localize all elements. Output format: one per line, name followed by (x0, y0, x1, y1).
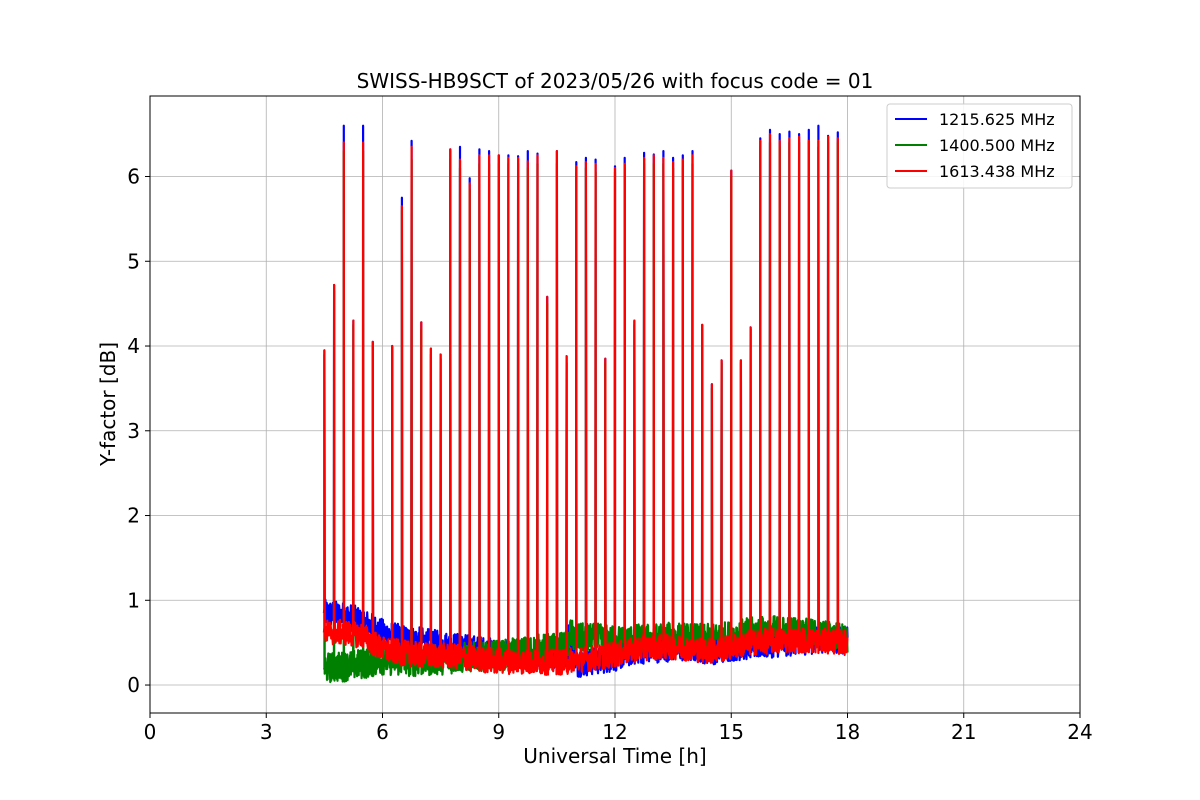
x-tick-label: 12 (602, 720, 627, 744)
legend-entry: 1400.500 MHz (939, 136, 1055, 155)
y-tick-label: 0 (127, 673, 140, 697)
y-tick-label: 1 (127, 588, 140, 612)
y-tick-label: 2 (127, 504, 140, 528)
x-tick-label: 24 (1067, 720, 1092, 744)
x-tick-label: 9 (492, 720, 505, 744)
y-tick-label: 6 (127, 165, 140, 189)
plot-area (322, 124, 849, 684)
x-tick-label: 6 (376, 720, 389, 744)
x-axis-label: Universal Time [h] (523, 744, 706, 768)
y-axis-label: Y-factor [dB] (96, 342, 120, 467)
legend-entry: 1215.625 MHz (939, 110, 1055, 129)
series-line-3 (322, 133, 849, 676)
y-tick-label: 5 (127, 249, 140, 273)
y-tick-label: 3 (127, 419, 140, 443)
legend: 1215.625 MHz 1400.500 MHz 1613.438 MHz (886, 103, 1073, 189)
legend-box (886, 103, 1073, 189)
x-tick-label: 15 (719, 720, 744, 744)
y-tick-label: 4 (127, 334, 140, 358)
legend-entry: 1613.438 MHz (939, 162, 1055, 181)
x-tick-label: 3 (260, 720, 273, 744)
x-tick-label: 18 (835, 720, 860, 744)
x-tick-label: 0 (144, 720, 157, 744)
chart-title: SWISS-HB9SCT of 2023/05/26 with focus co… (357, 69, 874, 93)
x-tick-label: 21 (951, 720, 976, 744)
